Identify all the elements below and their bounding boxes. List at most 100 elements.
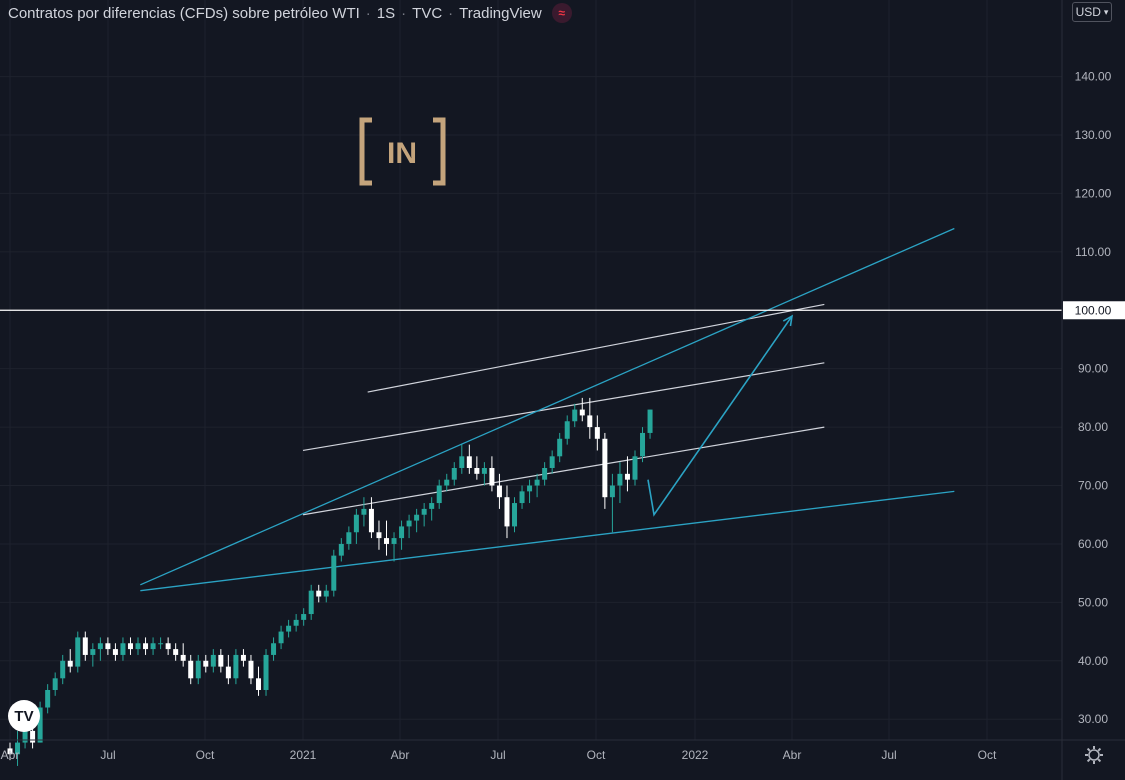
candle [361, 497, 367, 527]
channel-lower [302, 426, 825, 516]
candle-body [255, 678, 261, 690]
candle-body [481, 467, 487, 474]
candle-body [647, 409, 653, 433]
price-tick-label: 120.00 [1075, 186, 1112, 200]
candle [353, 508, 359, 544]
candle [519, 485, 525, 509]
candlestick-series[interactable] [7, 397, 653, 766]
candle [481, 462, 487, 486]
candle-body [346, 532, 352, 544]
candle [271, 637, 277, 661]
symbol-name[interactable]: Contratos por diferencias (CFDs) sobre p… [8, 4, 360, 22]
candle [557, 432, 563, 463]
time-tick-label: Abr [391, 748, 410, 762]
candle [278, 625, 284, 650]
candle [293, 614, 299, 632]
time-tick-label: 2021 [290, 748, 317, 762]
candle-body [331, 555, 337, 591]
candle-body [293, 619, 299, 626]
candle-body [316, 590, 322, 597]
candle [594, 415, 600, 451]
price-axis[interactable]: 30.00 40.00 50.00 60.00 70.00 80.00 90.00 100.0… [1063, 70, 1125, 727]
candle-body [368, 508, 374, 533]
candle-body [120, 643, 126, 655]
candle [504, 485, 510, 539]
candle [534, 473, 540, 498]
candle [640, 427, 646, 463]
candle-body [421, 508, 427, 515]
candle-body [30, 730, 36, 743]
candle [233, 649, 239, 685]
candle [263, 649, 269, 696]
candle [496, 473, 502, 509]
candle [624, 456, 630, 492]
candle-body [67, 660, 73, 667]
currency-selector[interactable]: USD ▾ [1072, 2, 1112, 22]
drawing-tools[interactable] [0, 227, 1062, 592]
candle-body [7, 748, 13, 755]
candle [414, 508, 420, 533]
candle [112, 643, 118, 661]
candle-body [564, 421, 570, 439]
candle [308, 584, 314, 620]
candle [346, 526, 352, 550]
candle-body [474, 467, 480, 474]
tradingview-logo[interactable]: TV [8, 700, 40, 732]
projection-arrowhead [782, 314, 794, 327]
price-tick-label: 60.00 [1078, 537, 1108, 551]
candle [195, 654, 201, 685]
candle-body [602, 438, 608, 498]
candle [173, 643, 179, 661]
support-trendline [140, 490, 955, 592]
candle-body [391, 538, 397, 544]
time-tick-label: 2022 [682, 748, 709, 762]
candle-body [542, 467, 548, 480]
resistance-trendline [140, 227, 955, 586]
candle [240, 649, 246, 667]
candle-body [143, 643, 149, 650]
candle [301, 608, 307, 626]
candle-body [466, 456, 472, 468]
candle-body [112, 649, 118, 655]
candle-body [90, 649, 96, 655]
candle-body [399, 526, 405, 539]
candle-body [609, 485, 615, 498]
candle [7, 742, 13, 761]
candle [384, 520, 389, 556]
settings-gear-icon[interactable] [1085, 746, 1103, 764]
candle-body [436, 485, 442, 504]
interval[interactable]: 1S [376, 4, 396, 22]
time-axis[interactable]: Abr Jul Oct 2021 Abr Jul Oct 2022 Abr Jul Oct [1, 748, 997, 762]
time-tick-label: Jul [100, 748, 115, 762]
chevron-down-icon: ▾ [1103, 6, 1109, 17]
candle [331, 549, 337, 597]
candle [376, 520, 382, 550]
candle-body [97, 643, 103, 650]
candle [52, 672, 58, 696]
candle [527, 479, 533, 504]
candle-body [587, 415, 593, 428]
candle [338, 538, 344, 562]
price-tick-label: 140.00 [1075, 70, 1112, 84]
price-tick-label: 100.00 [1075, 303, 1112, 317]
candle-body [22, 730, 28, 743]
candle-body [135, 643, 141, 650]
price-tick-label: 70.00 [1078, 479, 1108, 493]
candle-body [353, 514, 359, 533]
candle-body [173, 649, 179, 655]
approx-flag-icon[interactable]: ≈ [551, 3, 572, 23]
candle [542, 462, 548, 486]
candle-body [632, 456, 638, 480]
candle-body [37, 707, 43, 743]
candle [203, 654, 209, 673]
candle [549, 450, 555, 474]
candle [316, 584, 322, 603]
logo-bracket-left [359, 117, 372, 186]
separator: · [448, 4, 454, 22]
candle [391, 532, 397, 562]
candle-body [225, 666, 231, 679]
candle-body [210, 654, 216, 667]
candle [180, 643, 186, 667]
candle-body [451, 467, 457, 480]
